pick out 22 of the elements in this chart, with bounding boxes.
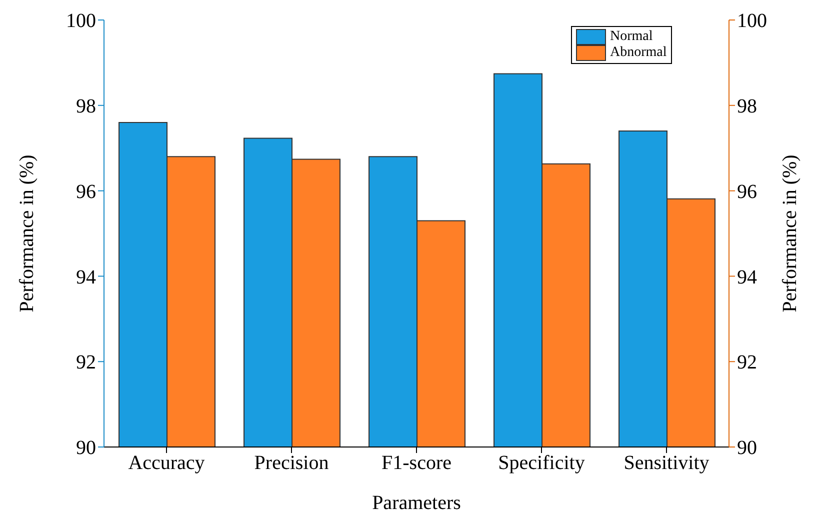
y2-tick-label: 92 xyxy=(737,352,757,374)
x-tick-label: F1-score xyxy=(382,452,452,474)
legend-label: Abnormal xyxy=(610,45,667,61)
x-axis-title: Parameters xyxy=(372,492,462,514)
x-tick-label: Sensitivity xyxy=(624,452,710,474)
y2-tick-label: 90 xyxy=(737,437,757,460)
legend-label: Normal xyxy=(610,29,653,45)
y-tick-label: 92 xyxy=(76,352,96,374)
x-tick-label: Precision xyxy=(254,452,329,474)
y-axis-title: Performance in (%) xyxy=(16,154,38,312)
y2-tick-label: 98 xyxy=(737,96,757,118)
y2-tick-label: 94 xyxy=(737,266,757,288)
y-tick-label: 94 xyxy=(76,266,96,288)
y-tick-label: 100 xyxy=(66,10,96,32)
x-tick-label: Accuracy xyxy=(128,452,205,474)
y-tick-label: 98 xyxy=(76,96,96,118)
y2-tick-label: 96 xyxy=(737,180,757,203)
x-tick-label: Specificity xyxy=(498,452,585,474)
y2-tick-label: 100 xyxy=(737,10,767,32)
y-tick-label: 96 xyxy=(76,180,96,203)
y2-axis-title: Performance in (%) xyxy=(779,154,802,312)
y-tick-label: 90 xyxy=(76,437,96,460)
